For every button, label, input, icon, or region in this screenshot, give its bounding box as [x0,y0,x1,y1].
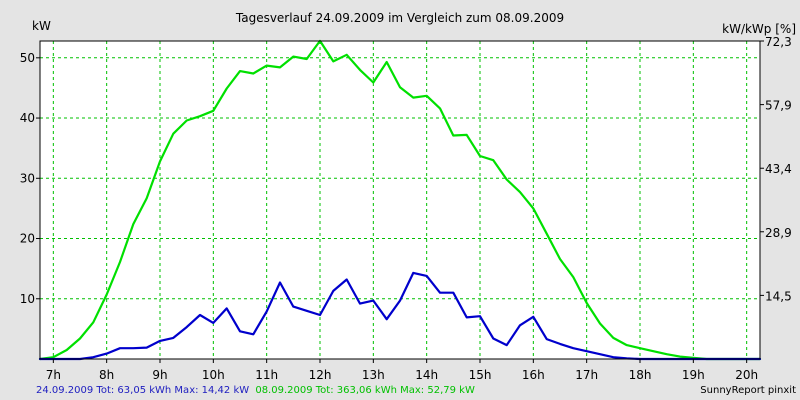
x-tick-label: 14h [415,368,438,382]
x-tick-label: 8h [99,368,114,382]
x-tick-label: 20h [735,368,758,382]
x-tick-label: 7h [46,368,61,382]
y-left-tick-label: 20 [20,232,35,246]
y-axis-right-ticks: 14,5 28,9 43,4 57,9 72,3 [760,35,792,303]
x-tick-label: 19h [682,368,705,382]
y-left-tick-label: 50 [20,51,35,65]
y-axis-right-label: kW/kWp [%] [722,22,796,36]
legend: 24.09.2009 Tot: 63,05 kWh Max: 14,42 kW … [36,385,475,396]
x-tick-label: 9h [152,368,167,382]
x-tick-label: 12h [309,368,332,382]
x-tick-label: 17h [575,368,598,382]
source-label: SunnyReport pinxit [700,385,796,396]
legend-entry-24-09: 24.09.2009 Tot: 63,05 kWh Max: 14,42 kW [36,385,249,396]
y-right-tick-label: 43,4 [765,162,792,176]
y-left-tick-label: 30 [20,171,35,185]
y-left-tick-label: 40 [20,111,35,125]
y-left-tick-label: 10 [20,292,35,306]
x-tick-label: 15h [469,368,492,382]
legend-entry-08-09: 08.09.2009 Tot: 363,06 kWh Max: 52,79 kW [255,385,475,396]
y-right-tick-label: 14,5 [765,289,792,303]
y-right-tick-label: 72,3 [765,35,792,49]
x-tick-label: 13h [362,368,385,382]
plot-area [40,41,760,359]
x-tick-label: 10h [202,368,225,382]
x-tick-label: 16h [522,368,545,382]
y-axis-left-label: kW [32,19,51,33]
y-right-tick-label: 28,9 [765,226,792,240]
y-right-tick-label: 57,9 [765,99,792,113]
series-line-08-09-2009 [38,39,762,361]
x-axis-ticks: 7h 8h 9h 10h 11h 12h 13h 14h 15h 16h 17h 18h 19h 20h [46,359,758,382]
y-axis-left-ticks: 10 20 30 40 50 [20,51,40,306]
x-tick-label: 18h [629,368,652,382]
plot-border [39,40,761,360]
x-tick-label: 11h [255,368,278,382]
chart-title: Tagesverlauf 24.09.2009 im Vergleich zum… [235,11,564,25]
